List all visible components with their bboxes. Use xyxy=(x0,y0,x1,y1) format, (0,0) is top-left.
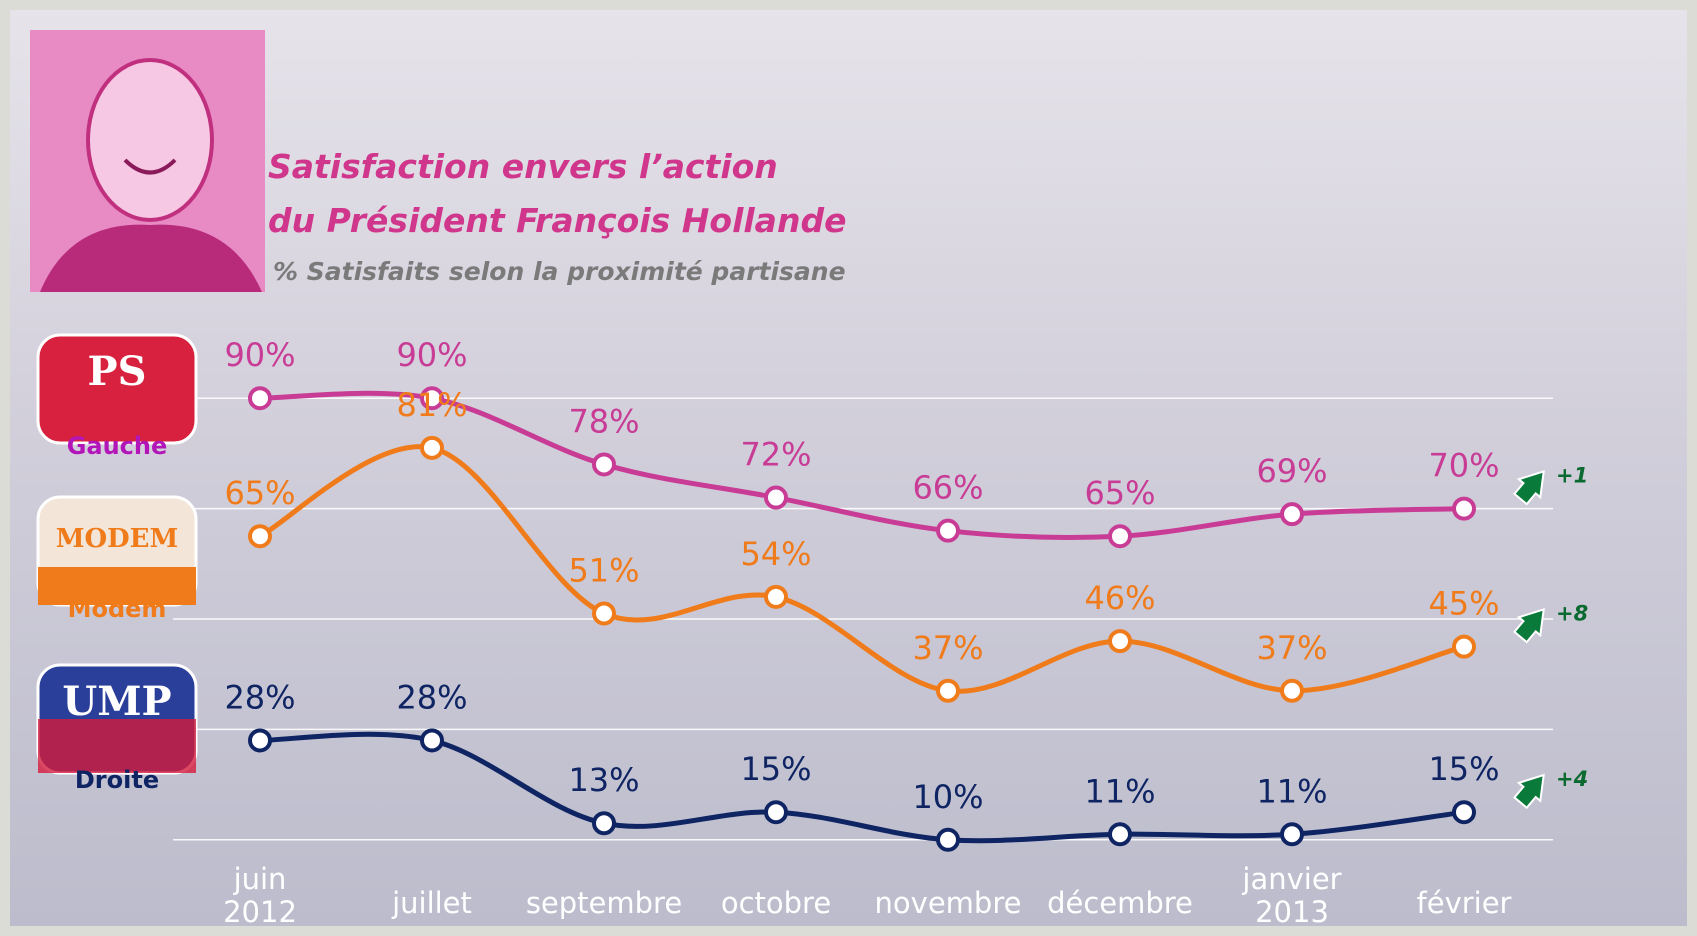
party-logo-band xyxy=(38,719,196,773)
point xyxy=(764,800,788,825)
series-line xyxy=(259,731,1465,844)
data-label: 15% xyxy=(740,750,811,788)
change-label: +4 xyxy=(1556,767,1588,791)
data-label: 78% xyxy=(568,402,639,440)
x-tick-label: septembre xyxy=(525,886,683,920)
data-label: 28% xyxy=(396,678,467,716)
party-logo xyxy=(36,333,198,445)
data-label: 65% xyxy=(224,474,295,512)
data-label: 37% xyxy=(1256,629,1327,667)
data-label: 66% xyxy=(912,469,983,507)
point xyxy=(936,678,960,703)
point xyxy=(420,435,444,460)
point xyxy=(248,728,272,753)
point xyxy=(1108,524,1132,549)
chart: Satisfaction envers l’action du Président… xyxy=(30,30,1588,852)
point xyxy=(420,728,444,753)
data-label: 72% xyxy=(740,436,811,474)
data-label: 54% xyxy=(740,535,811,573)
x-tick-label: novembre xyxy=(874,886,1022,920)
point xyxy=(1280,502,1304,527)
data-label: 90% xyxy=(224,336,295,374)
x-tick-label: octobre xyxy=(720,886,832,920)
point xyxy=(1108,629,1132,654)
data-label: 46% xyxy=(1084,579,1155,617)
series-name: Droite xyxy=(75,766,159,794)
series-line xyxy=(259,390,1465,540)
x-tick-label: janvier 2013 xyxy=(1242,862,1342,927)
x-tick-label: juin 2012 xyxy=(223,862,297,927)
change-label: +1 xyxy=(1556,464,1588,488)
data-label: 69% xyxy=(1256,452,1327,490)
data-label: 11% xyxy=(1256,772,1327,810)
data-label: 10% xyxy=(912,778,983,816)
data-label: 51% xyxy=(568,551,639,589)
point xyxy=(1452,496,1476,521)
data-label: 90% xyxy=(396,336,467,374)
point xyxy=(592,601,616,626)
point xyxy=(420,386,444,411)
party-logo-text: UMP xyxy=(62,678,171,725)
data-label: 45% xyxy=(1428,585,1499,623)
point xyxy=(592,811,616,836)
point xyxy=(1280,822,1304,847)
series-name: Gauche xyxy=(67,432,168,460)
point xyxy=(1452,800,1476,825)
party-logo-text: PS xyxy=(88,348,147,395)
point xyxy=(936,518,960,543)
party-logo-band xyxy=(38,567,196,605)
point xyxy=(1280,678,1304,703)
x-tick-label: juillet xyxy=(392,886,472,920)
change-arrow xyxy=(1513,469,1545,506)
point xyxy=(936,827,960,852)
point xyxy=(248,524,272,549)
data-label: 13% xyxy=(568,761,639,799)
data-label: 70% xyxy=(1428,447,1499,485)
change-arrow xyxy=(1513,607,1545,644)
point xyxy=(764,485,788,510)
portrait xyxy=(30,30,265,292)
point xyxy=(1452,634,1476,659)
data-label: 81% xyxy=(396,386,467,424)
data-label: 11% xyxy=(1084,772,1155,810)
series-name: Modem xyxy=(68,595,167,623)
data-label: 37% xyxy=(912,629,983,667)
data-label: 15% xyxy=(1428,750,1499,788)
party-logo-text: MODEM xyxy=(56,524,179,554)
point xyxy=(248,386,272,411)
chart-title: Satisfaction envers l’action du Président… xyxy=(268,147,846,240)
x-tick-label: décembre xyxy=(1047,886,1193,920)
point xyxy=(764,584,788,609)
point xyxy=(592,452,616,477)
change-label: +8 xyxy=(1556,602,1588,626)
slide: Satisfaction envers l’action du Président… xyxy=(10,10,1687,926)
series-line xyxy=(258,444,1465,694)
data-label: 65% xyxy=(1084,474,1155,512)
point xyxy=(1108,822,1132,847)
x-tick-label: février xyxy=(1416,886,1512,920)
change-arrow xyxy=(1513,773,1545,810)
data-label: 28% xyxy=(224,678,295,716)
chart-subtitle: % Satisfaits selon la proximité partisan… xyxy=(273,257,846,286)
